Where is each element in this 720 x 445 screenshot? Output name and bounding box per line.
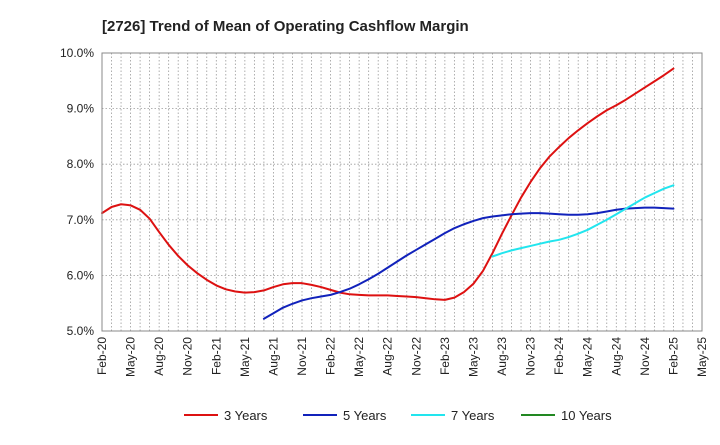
x-tick-label: Aug-20 <box>152 337 166 376</box>
x-tick-label: Feb-24 <box>552 337 566 375</box>
x-tick-label: May-20 <box>124 337 138 377</box>
x-tick-label: Nov-23 <box>524 337 538 376</box>
grid-layer <box>102 53 702 331</box>
x-tick-label: Aug-24 <box>609 337 623 376</box>
x-tick-label: May-22 <box>352 337 366 377</box>
x-tick-label: Nov-21 <box>295 337 309 376</box>
x-tick-label: Nov-22 <box>409 337 423 376</box>
x-tick-label: Aug-21 <box>266 337 280 376</box>
x-tick-label: Feb-22 <box>324 337 338 375</box>
x-tick-label: Nov-20 <box>181 337 195 376</box>
x-tick-label: May-24 <box>581 337 595 377</box>
y-tick-label: 7.0% <box>67 213 95 227</box>
series-line-5-years <box>262 206 675 320</box>
legend-item: 3 Years <box>184 408 268 423</box>
y-tick-label: 6.0% <box>67 268 95 282</box>
x-tick-label: May-23 <box>466 337 480 377</box>
y-tick-label: 8.0% <box>67 157 95 171</box>
x-tick-label: May-25 <box>695 337 709 377</box>
series-line-7-years <box>491 184 675 258</box>
x-tick-label: May-21 <box>238 337 252 377</box>
legend: 3 Years 5 Years 7 Years 10 Years <box>184 408 612 423</box>
legend-item: 7 Years <box>411 408 495 423</box>
x-tick-label: Feb-23 <box>438 337 452 375</box>
x-tick-label: Feb-21 <box>209 337 223 375</box>
legend-label: 5 Years <box>343 408 387 423</box>
axis-layer: 5.0% 6.0% 7.0% 8.0% 9.0% 10.0% Feb-20 May-20 Aug… <box>60 46 709 377</box>
y-tick-label: 10.0% <box>60 46 94 60</box>
x-tick-label: Aug-23 <box>495 337 509 376</box>
y-tick-label: 9.0% <box>67 102 95 116</box>
series-line-3-years <box>101 67 675 301</box>
legend-item: 10 Years <box>521 408 612 423</box>
x-tick-label: Feb-25 <box>666 337 680 375</box>
legend-label: 3 Years <box>224 408 268 423</box>
chart-title: [2726] Trend of Mean of Operating Cashfl… <box>102 18 469 35</box>
plot-frame <box>101 52 703 332</box>
legend-label: 7 Years <box>451 408 495 423</box>
x-tick-label: Feb-20 <box>95 337 109 375</box>
x-tick-label: Aug-22 <box>381 337 395 376</box>
legend-item: 5 Years <box>303 408 387 423</box>
x-tick-label: Nov-24 <box>638 337 652 376</box>
legend-label: 10 Years <box>561 408 612 423</box>
y-tick-label: 5.0% <box>67 324 95 338</box>
series-layer <box>101 67 675 320</box>
